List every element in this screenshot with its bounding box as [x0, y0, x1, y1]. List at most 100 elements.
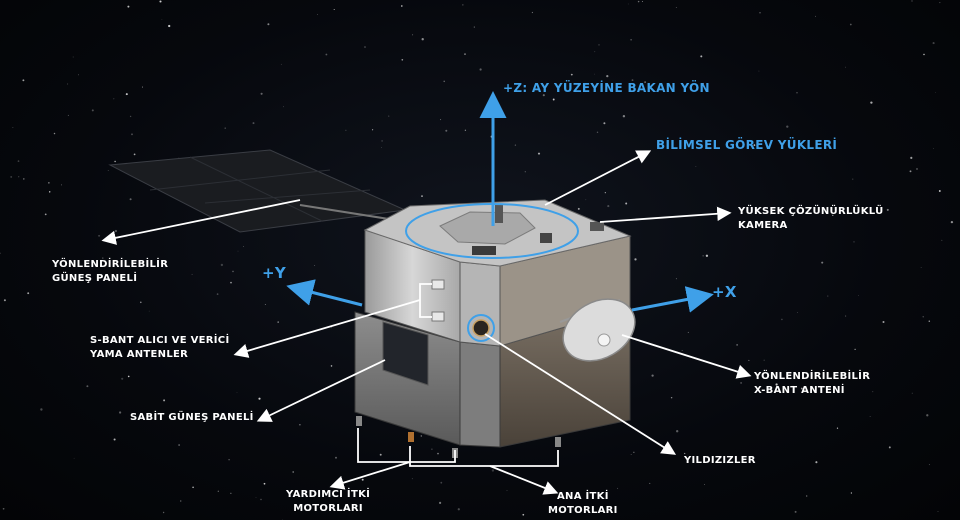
star-dot — [700, 55, 703, 58]
star-dot — [411, 478, 413, 480]
star-dot — [330, 327, 332, 329]
main-thrusters-label: ANA İTKİ MOTORLARI — [548, 490, 618, 518]
star-dot — [500, 115, 501, 117]
star-dot — [325, 53, 328, 56]
star-dot — [457, 508, 460, 511]
star-dot — [263, 482, 266, 485]
solar-panel-label-line1: YÖNLENDİRİLEBİLİR — [52, 259, 169, 270]
star-dot — [420, 435, 423, 437]
star-dot — [236, 392, 238, 393]
star-dot — [255, 496, 257, 498]
star-dot — [888, 446, 891, 449]
star-dot — [702, 255, 704, 257]
star-dot — [684, 452, 686, 455]
star-dot — [604, 192, 606, 194]
star-dot — [797, 312, 798, 313]
star-dot — [491, 469, 495, 472]
star-dot — [763, 359, 765, 361]
star-dot — [22, 178, 25, 180]
star-dot — [916, 168, 918, 170]
star-dot — [651, 374, 654, 377]
star-dot — [220, 263, 224, 267]
star-dot — [625, 202, 628, 205]
star-dot — [537, 152, 541, 155]
star-dot — [594, 51, 596, 53]
star-dot — [852, 178, 854, 180]
star-dot — [796, 92, 798, 94]
star-dot — [633, 451, 635, 453]
star-dot — [439, 501, 442, 504]
star-dot — [131, 133, 133, 136]
star-dot — [748, 359, 750, 361]
star-dot — [228, 458, 230, 461]
star-dot — [440, 119, 442, 121]
star-dot — [224, 127, 226, 129]
star-dot — [836, 427, 839, 429]
star-dot — [681, 350, 683, 351]
star-dot — [882, 320, 885, 324]
steerable-solar-panel — [108, 149, 407, 233]
camera-label-line1: YÜKSEK ÇÖZÜNÜRLÜKLÜ — [738, 206, 884, 217]
star-dot — [22, 79, 25, 82]
star-dot — [849, 23, 852, 26]
star-dot — [283, 106, 285, 108]
star-dot — [552, 98, 555, 101]
star-dot — [630, 39, 632, 41]
star-dot — [649, 482, 651, 484]
star-dot — [641, 1, 643, 2]
star-dot — [869, 416, 871, 417]
star-dot — [853, 241, 855, 243]
star-dot — [872, 391, 874, 393]
star-dot — [603, 122, 606, 125]
star-dot — [758, 70, 760, 72]
star-dot — [148, 310, 150, 312]
star-dot — [252, 122, 255, 125]
star-dot — [237, 250, 239, 252]
star-dot — [577, 207, 580, 210]
star-dot — [129, 198, 132, 201]
star-dot — [431, 448, 433, 450]
star-dot — [60, 184, 63, 186]
star-dot — [107, 170, 109, 171]
aux-thrusters-label: YARDIMCI İTKİ MOTORLARI — [286, 488, 370, 516]
star-dot — [345, 129, 347, 131]
star-dot — [854, 348, 856, 351]
star-dot — [180, 500, 182, 502]
star-dot — [926, 414, 929, 417]
star-dot — [381, 140, 383, 142]
star-dot — [815, 461, 818, 464]
star-dot — [815, 15, 817, 17]
star-dot — [695, 166, 697, 167]
star-dot — [675, 278, 677, 280]
star-dot — [923, 53, 925, 56]
star-dot — [845, 315, 847, 317]
star-dot — [922, 316, 924, 318]
star-dot — [73, 457, 75, 459]
star-dot — [48, 182, 50, 184]
star-dot — [361, 478, 364, 481]
star-dot — [191, 273, 193, 275]
star-dot — [850, 492, 853, 494]
star-dot — [421, 195, 423, 197]
star-dot — [230, 492, 232, 494]
star-dot — [330, 365, 333, 367]
star-dot — [258, 397, 261, 400]
star-dot — [935, 91, 937, 93]
star-dot — [125, 93, 128, 96]
star-dot — [524, 171, 526, 173]
star-dot — [937, 510, 939, 513]
star-dot — [909, 170, 912, 173]
star-dot — [437, 452, 439, 455]
fixed-solar-panel-label: SABİT GÜNEŞ PANELİ — [130, 412, 254, 423]
star-dot — [12, 127, 14, 129]
star-dot — [163, 399, 166, 402]
star-dot — [299, 424, 301, 426]
star-dot — [806, 495, 808, 497]
star-dot — [217, 490, 219, 492]
star-dot — [759, 12, 761, 14]
star-dot — [381, 147, 383, 148]
star-dot — [794, 510, 797, 513]
star-dot — [67, 83, 69, 85]
